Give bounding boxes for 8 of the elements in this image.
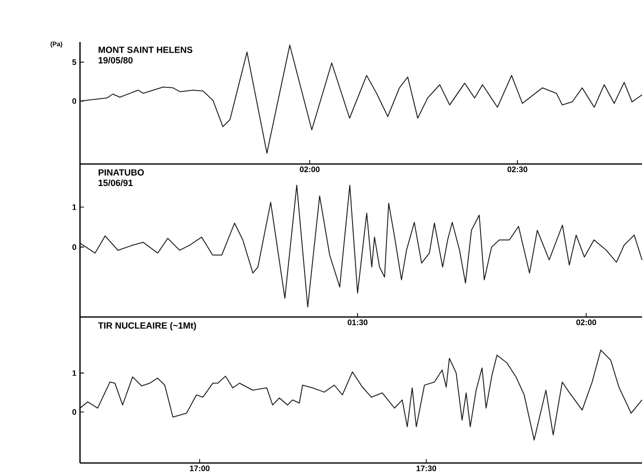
line-series (80, 44, 642, 154)
chart-title: PINATUBO (98, 169, 144, 176)
chart-title: MONT SAINT HELENS (98, 46, 192, 53)
line-series (80, 350, 642, 440)
text: 15/06/91 (98, 179, 133, 186)
text: TIR NUCLEAIRE (~1Mt) (98, 322, 196, 330)
text: 19/05/80 (98, 56, 133, 64)
line-series (80, 184, 642, 308)
